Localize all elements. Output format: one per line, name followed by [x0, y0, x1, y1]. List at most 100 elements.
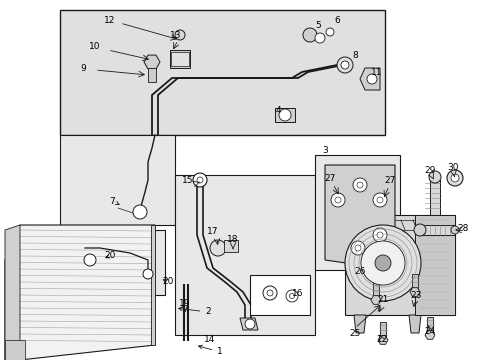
Polygon shape — [353, 315, 365, 333]
Text: 28: 28 — [456, 224, 468, 233]
Bar — [345, 215, 454, 315]
Text: 21: 21 — [377, 296, 388, 305]
Text: 25: 25 — [348, 328, 360, 338]
Text: 2: 2 — [178, 307, 210, 316]
Text: 5: 5 — [314, 21, 320, 30]
Bar — [148, 68, 156, 82]
Bar — [426, 317, 432, 335]
Polygon shape — [325, 165, 394, 265]
Circle shape — [372, 228, 386, 242]
Circle shape — [279, 109, 290, 121]
Circle shape — [376, 197, 382, 203]
Text: 27: 27 — [324, 174, 335, 183]
Polygon shape — [5, 340, 25, 360]
Polygon shape — [151, 225, 155, 345]
Bar — [429, 180, 439, 215]
Text: 12: 12 — [104, 15, 116, 24]
Text: 20: 20 — [162, 278, 173, 287]
Text: 3: 3 — [322, 145, 327, 154]
Circle shape — [374, 255, 390, 271]
Circle shape — [325, 28, 333, 36]
Circle shape — [376, 232, 382, 238]
Text: 13: 13 — [170, 31, 182, 40]
Circle shape — [197, 177, 203, 183]
Polygon shape — [409, 288, 419, 296]
Text: 9: 9 — [80, 63, 86, 72]
Polygon shape — [240, 318, 258, 330]
Polygon shape — [5, 225, 155, 360]
Circle shape — [303, 28, 316, 42]
Text: 7: 7 — [109, 197, 119, 206]
Text: 6: 6 — [333, 15, 339, 24]
Circle shape — [356, 182, 362, 188]
Circle shape — [84, 254, 96, 266]
Circle shape — [450, 174, 458, 182]
Circle shape — [352, 178, 366, 192]
Circle shape — [142, 269, 153, 279]
Circle shape — [263, 286, 276, 300]
Bar — [379, 322, 385, 340]
Bar — [175, 175, 314, 335]
Text: 11: 11 — [370, 68, 382, 77]
Circle shape — [340, 61, 348, 69]
Bar — [170, 50, 190, 68]
Bar — [314, 155, 399, 270]
Circle shape — [330, 193, 345, 207]
Circle shape — [266, 290, 272, 296]
Bar — [60, 135, 175, 225]
Text: 26: 26 — [354, 267, 365, 276]
Bar — [372, 282, 378, 300]
Text: 19: 19 — [179, 300, 190, 309]
Circle shape — [354, 245, 360, 251]
Polygon shape — [274, 108, 294, 122]
Circle shape — [209, 240, 225, 256]
Text: 22: 22 — [376, 336, 387, 345]
Circle shape — [285, 290, 297, 302]
Circle shape — [360, 241, 404, 285]
Circle shape — [450, 226, 458, 234]
Bar — [419, 225, 454, 235]
Circle shape — [314, 33, 325, 43]
Bar — [411, 274, 417, 292]
Circle shape — [175, 30, 184, 40]
Bar — [414, 215, 454, 315]
Circle shape — [413, 224, 425, 236]
Polygon shape — [359, 68, 379, 90]
Text: 20: 20 — [104, 252, 116, 261]
Circle shape — [334, 197, 340, 203]
Text: 8: 8 — [351, 50, 357, 59]
Polygon shape — [408, 315, 420, 333]
Circle shape — [446, 170, 462, 186]
Circle shape — [350, 241, 364, 255]
Text: 17: 17 — [207, 228, 218, 237]
Polygon shape — [143, 55, 160, 69]
Circle shape — [345, 225, 420, 301]
Circle shape — [133, 205, 147, 219]
Circle shape — [244, 319, 254, 329]
Polygon shape — [370, 296, 380, 304]
Text: 4: 4 — [275, 105, 280, 114]
Bar — [171, 52, 189, 66]
Polygon shape — [377, 336, 387, 344]
Bar — [249, 275, 309, 315]
Bar — [224, 240, 238, 252]
Text: 1: 1 — [198, 345, 223, 356]
Text: 10: 10 — [89, 41, 101, 50]
Bar — [60, 230, 164, 295]
Circle shape — [193, 173, 206, 187]
Circle shape — [289, 293, 294, 298]
Text: 24: 24 — [424, 328, 435, 337]
Text: 27: 27 — [384, 176, 395, 185]
Circle shape — [372, 193, 386, 207]
Polygon shape — [424, 331, 434, 339]
Text: 14: 14 — [204, 336, 215, 345]
Text: 30: 30 — [447, 162, 458, 171]
Text: 16: 16 — [292, 288, 303, 297]
Text: 18: 18 — [227, 235, 238, 244]
Bar — [60, 10, 384, 135]
Text: 15: 15 — [182, 176, 193, 185]
Circle shape — [366, 74, 376, 84]
Circle shape — [336, 57, 352, 73]
Text: 23: 23 — [409, 291, 421, 300]
Text: 29: 29 — [424, 166, 435, 175]
